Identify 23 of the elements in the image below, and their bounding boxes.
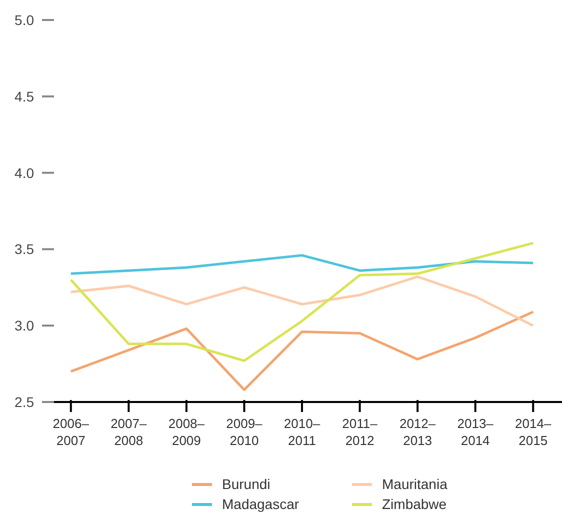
y-tick-label: 4.5 — [14, 88, 34, 104]
y-tick-label: 4.0 — [14, 164, 34, 181]
y-tick-label: 3.0 — [14, 318, 34, 334]
y-tick-label: 2.5 — [14, 394, 34, 410]
x-tick-label: 2013–2014 — [457, 416, 494, 448]
x-tick-label: 2008–2009 — [168, 416, 206, 448]
x-tick-label: 2012–2013 — [399, 416, 436, 448]
x-tick-label: 2009–2010 — [226, 416, 264, 448]
x-tick-label: 2010–2011 — [284, 416, 321, 448]
line-series — [70, 254, 534, 275]
legend-label: Burundi — [222, 476, 270, 492]
y-tick-label: 5.0 — [14, 12, 34, 28]
x-tick-label: 2007–2008 — [110, 416, 148, 448]
legend-label: Mauritania — [382, 476, 448, 492]
x-tick-label: 2006–2007 — [52, 416, 90, 448]
y-tick-label: 3.5 — [14, 241, 34, 258]
line-series — [70, 310, 534, 392]
x-tick-label: 2014–2015 — [515, 416, 552, 448]
line-series — [70, 275, 534, 327]
x-tick-label: 2011–2012 — [342, 416, 378, 448]
legend-label: Zimbabwe — [382, 496, 447, 512]
line-series — [70, 242, 534, 362]
legend-label: Madagascar — [222, 496, 300, 512]
